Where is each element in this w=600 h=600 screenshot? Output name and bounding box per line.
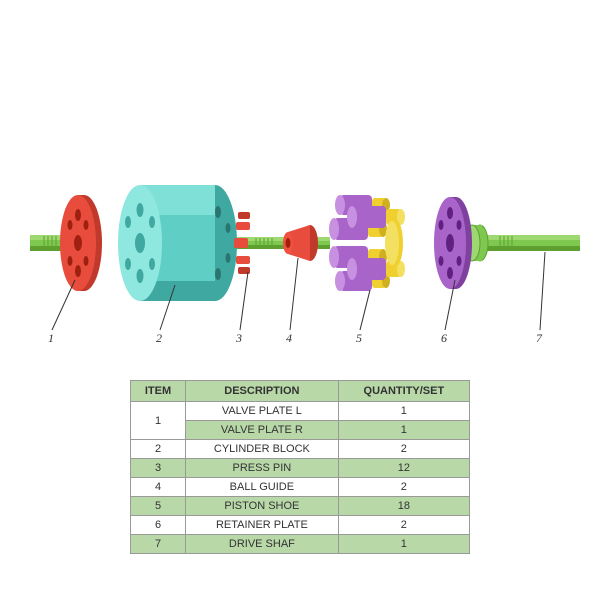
- callout-2: 2: [156, 331, 162, 345]
- table-row: 4 BALL GUIDE 2: [131, 478, 470, 497]
- retainer-plate: [434, 197, 472, 289]
- cylinder-block: [118, 185, 237, 301]
- callout-6: 6: [441, 331, 447, 345]
- cell-item: 1: [131, 402, 186, 440]
- cell-qty: 1: [338, 402, 469, 421]
- valve-plate: [60, 195, 102, 291]
- callout-7: 7: [536, 331, 543, 345]
- press-pins: [234, 212, 250, 274]
- cell-desc: VALVE PLATE L: [186, 402, 339, 421]
- table-header-row: ITEM DESCRIPTION QUANTITY/SET: [131, 381, 470, 402]
- cell-item: 3: [131, 459, 186, 478]
- cell-desc: VALVE PLATE R: [186, 421, 339, 440]
- cell-qty: 18: [338, 497, 469, 516]
- col-item: ITEM: [131, 381, 186, 402]
- callout-5: 5: [356, 331, 362, 345]
- cell-desc: DRIVE SHAF: [186, 535, 339, 554]
- cell-qty: 2: [338, 516, 469, 535]
- cell-item: 7: [131, 535, 186, 554]
- callout-3: 3: [235, 331, 242, 345]
- parts-table: ITEM DESCRIPTION QUANTITY/SET 1 VALVE PL…: [130, 380, 470, 554]
- cell-item: 2: [131, 440, 186, 459]
- callout-4: 4: [286, 331, 292, 345]
- cell-desc: PRESS PIN: [186, 459, 339, 478]
- table-row: 3 PRESS PIN 12: [131, 459, 470, 478]
- cell-qty: 1: [338, 421, 469, 440]
- table-row: 6 RETAINER PLATE 2: [131, 516, 470, 535]
- exploded-diagram: 1 2 3 4 5 6 7: [0, 0, 600, 340]
- table-row: 5 PISTON SHOE 18: [131, 497, 470, 516]
- cell-item: 5: [131, 497, 186, 516]
- diagram-svg: 1 2 3 4 5 6 7: [0, 0, 600, 360]
- ball-guide: [283, 225, 318, 261]
- callout-1: 1: [48, 331, 54, 345]
- cell-desc: CYLINDER BLOCK: [186, 440, 339, 459]
- piston-shoes: [329, 195, 405, 291]
- col-qty: QUANTITY/SET: [338, 381, 469, 402]
- cell-qty: 2: [338, 440, 469, 459]
- table-row: 1 VALVE PLATE L 1: [131, 402, 470, 421]
- cell-desc: PISTON SHOE: [186, 497, 339, 516]
- cell-qty: 12: [338, 459, 469, 478]
- col-desc: DESCRIPTION: [186, 381, 339, 402]
- cell-qty: 2: [338, 478, 469, 497]
- cell-qty: 1: [338, 535, 469, 554]
- cell-item: 4: [131, 478, 186, 497]
- table-row: 7 DRIVE SHAF 1: [131, 535, 470, 554]
- cell-item: 6: [131, 516, 186, 535]
- cell-desc: BALL GUIDE: [186, 478, 339, 497]
- parts-table-container: ITEM DESCRIPTION QUANTITY/SET 1 VALVE PL…: [130, 380, 470, 554]
- cell-desc: RETAINER PLATE: [186, 516, 339, 535]
- table-row: 2 CYLINDER BLOCK 2: [131, 440, 470, 459]
